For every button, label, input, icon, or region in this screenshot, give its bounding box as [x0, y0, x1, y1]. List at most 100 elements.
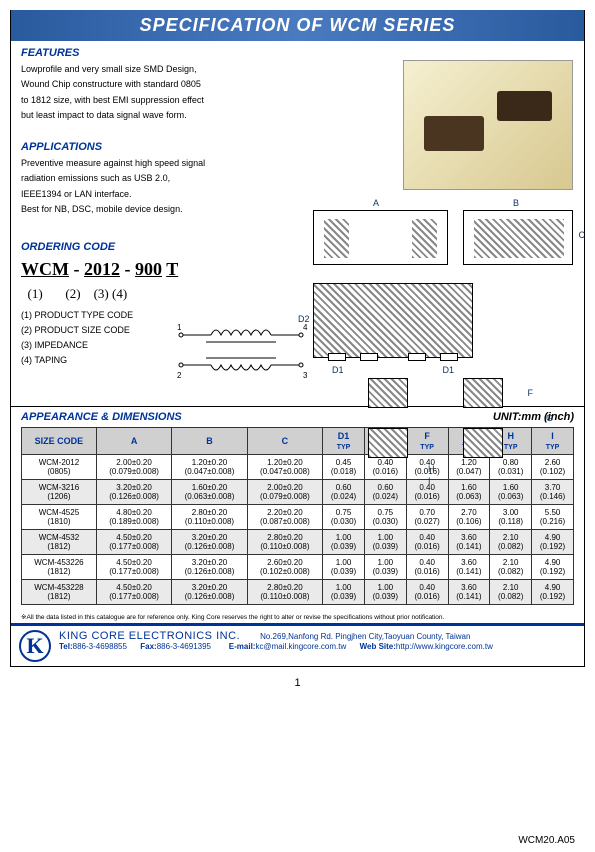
cell-code: WCM-453228(1812)	[22, 580, 97, 605]
th: B	[172, 428, 247, 455]
ord-part: T	[166, 259, 178, 279]
footer-text: KING CORE ELECTRONICS INC. No.269,Nanfon…	[59, 630, 576, 651]
product-photo	[403, 60, 573, 190]
footer-contacts: Tel:886-3-4698855 Fax:886-3-4691395 E-ma…	[59, 642, 576, 651]
table-row: WCM-4532(1812)4.50±0.20(0.177±0.008)3.20…	[22, 530, 574, 555]
document-number: WCM20.A05	[518, 835, 575, 846]
ord-num: (4)	[112, 286, 127, 301]
cell: 1.60(0.063)	[490, 480, 532, 505]
cell: 1.20±0.20(0.047±0.008)	[172, 455, 247, 480]
cell: 4.50±0.20(0.177±0.008)	[96, 555, 171, 580]
dim-label-i: I	[428, 476, 431, 486]
cell: 0.75(0.030)	[323, 505, 365, 530]
diagram-box-a	[313, 210, 448, 265]
dim-label-c: C	[579, 230, 586, 240]
cell: 1.60(0.063)	[448, 480, 490, 505]
cell: 0.75(0.030)	[364, 505, 406, 530]
cell: 3.20±0.20(0.126±0.008)	[172, 530, 247, 555]
tel-value: 886-3-4698855	[73, 642, 127, 651]
fax-value: 886-3-4691395	[157, 642, 211, 651]
cell: 1.00(0.039)	[364, 530, 406, 555]
cell: 0.60(0.024)	[323, 480, 365, 505]
cell: 2.00±0.20(0.079±0.008)	[96, 455, 171, 480]
svg-text:1: 1	[177, 323, 182, 332]
ord-part: 900	[135, 259, 162, 279]
schematic-diagram: 1 2 4 3	[171, 320, 311, 380]
th-size: SIZE CODE	[22, 428, 97, 455]
cell-code: WCM-4532(1812)	[22, 530, 97, 555]
cell: 2.10(0.082)	[490, 555, 532, 580]
dim-label-b: B	[513, 198, 519, 208]
cell: 0.40(0.016)	[406, 530, 448, 555]
fax-label: Fax:	[140, 642, 156, 651]
cell: 4.50±0.20(0.177±0.008)	[96, 580, 171, 605]
ord-sep: -	[74, 259, 80, 279]
cell: 4.90(0.192)	[532, 530, 574, 555]
dim-label-g: G	[546, 413, 553, 423]
cell: 2.00±0.20(0.079±0.008)	[247, 480, 322, 505]
cell: 2.10(0.082)	[490, 580, 532, 605]
dim-label-d2: D2	[298, 314, 310, 324]
page-number: 1	[0, 677, 595, 689]
cell: 3.70(0.146)	[532, 480, 574, 505]
web-label: Web Site:	[360, 642, 396, 651]
cell: 2.80±0.20(0.110±0.008)	[247, 580, 322, 605]
ord-num: (1)	[28, 286, 43, 301]
features-heading: FEATURES	[21, 47, 574, 59]
cell: 4.50±0.20(0.177±0.008)	[96, 530, 171, 555]
table-row: WCM-453228(1812)4.50±0.20(0.177±0.008)3.…	[22, 580, 574, 605]
cell: 0.60(0.024)	[364, 480, 406, 505]
ord-num: (3)	[94, 286, 109, 301]
cell: 2.60±0.20(0.102±0.008)	[247, 555, 322, 580]
diagram-top-row: A B C	[313, 210, 573, 265]
diagram-mid: D2 D1 D1	[313, 283, 473, 358]
cell: 4.90(0.192)	[532, 580, 574, 605]
table-body: WCM-2012(0805)2.00±0.20(0.079±0.008)1.20…	[22, 455, 574, 605]
diagram-footprint: F G H I	[313, 378, 573, 468]
cell: 1.60±0.20(0.063±0.008)	[172, 480, 247, 505]
dim-label-d1: D1	[332, 365, 344, 375]
svg-text:4: 4	[303, 323, 308, 332]
svg-text:3: 3	[303, 371, 308, 380]
cell: 5.50(0.216)	[532, 505, 574, 530]
th: C	[247, 428, 322, 455]
company-addr: No.269,Nanfong Rd. Pingjhen City,Taoyuan…	[260, 632, 470, 641]
cell-code: WCM-3216(1206)	[22, 480, 97, 505]
cell: 3.00(0.118)	[490, 505, 532, 530]
cell: 3.60(0.141)	[448, 530, 490, 555]
cell: 1.00(0.039)	[364, 580, 406, 605]
cell-code: WCM-2012(0805)	[22, 455, 97, 480]
diagram-box-b	[463, 210, 573, 265]
cell: 1.00(0.039)	[364, 555, 406, 580]
fine-print: ※All the data listed in this catalogue a…	[11, 611, 584, 623]
mechanical-diagrams: A B C D2 D1 D1	[313, 210, 573, 470]
cell: 3.20±0.20(0.126±0.008)	[96, 480, 171, 505]
ord-part: 2012	[84, 259, 120, 279]
cell: 2.10(0.082)	[490, 530, 532, 555]
cell: 2.80±0.20(0.110±0.008)	[172, 505, 247, 530]
cell: 4.90(0.192)	[532, 555, 574, 580]
cell: 2.80±0.20(0.110±0.008)	[247, 530, 322, 555]
th: A	[96, 428, 171, 455]
page-frame: SPECIFICATION OF WCM SERIES FEATURES Low…	[10, 10, 585, 667]
company-name: KING CORE ELECTRONICS INC.	[59, 630, 240, 642]
cell: 3.20±0.20(0.126±0.008)	[172, 580, 247, 605]
tel-label: Tel:	[59, 642, 73, 651]
footer: K KING CORE ELECTRONICS INC. No.269,Nanf…	[11, 623, 584, 666]
dim-label-a: A	[373, 198, 379, 208]
cell: 3.20±0.20(0.126±0.008)	[172, 555, 247, 580]
cell: 1.00(0.039)	[323, 555, 365, 580]
cell-code: WCM-4525(1810)	[22, 505, 97, 530]
company-logo-icon: K	[19, 630, 51, 662]
dim-label-d1b: D1	[442, 365, 454, 375]
cell: 1.00(0.039)	[323, 580, 365, 605]
email-label: E-mail:	[229, 642, 256, 651]
cell: 2.20±0.20(0.087±0.008)	[247, 505, 322, 530]
cell: 1.00(0.039)	[323, 530, 365, 555]
ord-num: (2)	[65, 286, 80, 301]
title-bar: SPECIFICATION OF WCM SERIES	[11, 10, 584, 41]
dim-label-f: F	[528, 388, 534, 398]
cell: 1.20±0.20(0.047±0.008)	[247, 455, 322, 480]
cell: 0.70(0.027)	[406, 505, 448, 530]
email-value: kc@mail.kingcore.com.tw	[255, 642, 346, 651]
